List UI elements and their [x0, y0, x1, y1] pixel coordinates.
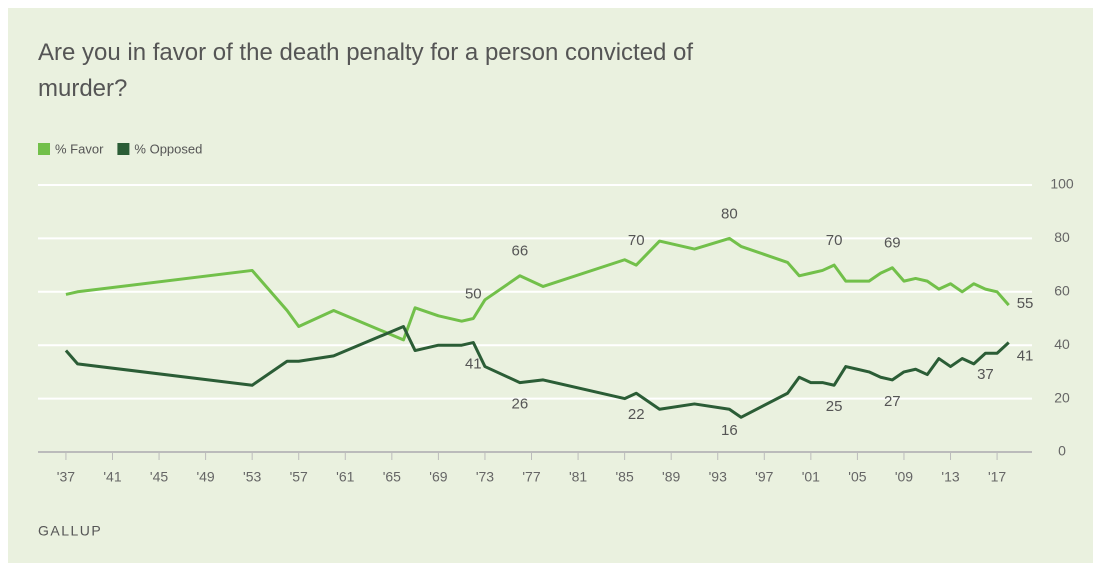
x-tick-label: '45 — [150, 469, 168, 485]
data-label: 41 — [465, 355, 482, 372]
legend-swatch — [38, 143, 50, 155]
series-line — [65, 236, 1010, 342]
x-tick-label: '97 — [755, 469, 773, 485]
data-label: 25 — [826, 398, 843, 415]
data-label: 50 — [465, 285, 482, 302]
x-tick-label: '53 — [243, 469, 261, 485]
y-tick-label: 20 — [1054, 389, 1070, 405]
data-label: 41 — [1017, 347, 1034, 364]
x-tick-label: '01 — [802, 469, 820, 485]
y-tick-label: 100 — [1050, 176, 1074, 192]
x-tick-label: '85 — [615, 469, 633, 485]
x-tick-label: '65 — [383, 469, 401, 485]
x-tick-label: '09 — [895, 469, 913, 485]
x-tick-label: '73 — [476, 469, 494, 485]
x-tick-label: '69 — [429, 469, 447, 485]
chart-title: Are you in favor of the death penalty fo… — [38, 39, 693, 102]
legend-swatch — [117, 143, 130, 155]
x-tick-label: '13 — [941, 469, 959, 485]
data-label: 66 — [512, 243, 529, 260]
x-tick-label: '49 — [196, 469, 214, 485]
x-tick-label: '81 — [569, 469, 587, 485]
y-tick-label: 0 — [1058, 443, 1066, 459]
data-label: 22 — [628, 406, 645, 423]
legend-label: % Favor — [55, 141, 104, 156]
y-tick-label: 40 — [1054, 336, 1070, 352]
data-label: 26 — [512, 396, 529, 413]
series-line — [64, 325, 1010, 419]
y-tick-label: 60 — [1054, 283, 1070, 299]
data-label: 27 — [884, 393, 901, 410]
x-tick-label: '89 — [662, 469, 680, 485]
legend-label: % Opposed — [134, 141, 202, 156]
x-tick-label: '57 — [290, 469, 308, 485]
data-label: 69 — [884, 235, 901, 252]
source: GALLUP — [38, 523, 102, 539]
data-label: 37 — [977, 366, 994, 383]
y-tick-label: 80 — [1054, 229, 1070, 245]
data-label: 55 — [1017, 295, 1034, 312]
x-tick-label: '93 — [709, 469, 727, 485]
x-tick-label: '17 — [988, 469, 1006, 485]
x-tick-label: '61 — [336, 469, 354, 485]
data-label: 70 — [826, 232, 843, 249]
data-label: 16 — [721, 422, 738, 439]
x-tick-label: '41 — [103, 469, 121, 485]
x-tick-label: '05 — [848, 469, 866, 485]
x-tick-label: '37 — [57, 469, 75, 485]
x-tick-label: '77 — [522, 469, 540, 485]
data-label: 70 — [628, 232, 645, 249]
data-label: 80 — [721, 205, 738, 222]
